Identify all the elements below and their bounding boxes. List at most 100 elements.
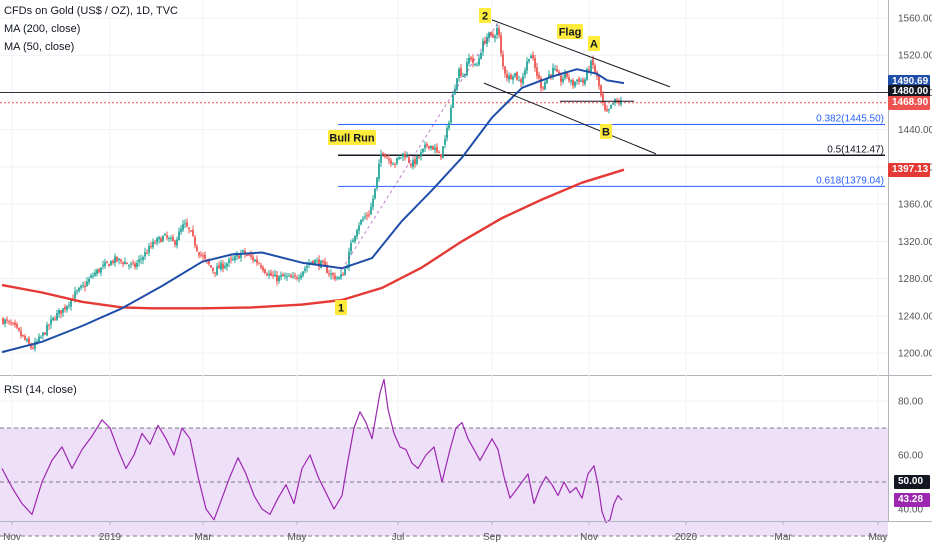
candle-body xyxy=(300,275,302,279)
candle-body xyxy=(482,40,484,53)
rsi-line xyxy=(1,378,623,524)
candle-body xyxy=(554,68,556,70)
candle-body xyxy=(344,268,346,275)
candle-body xyxy=(442,146,444,159)
candle-body xyxy=(532,54,534,59)
candle-body xyxy=(274,274,276,277)
candle-body xyxy=(348,251,350,268)
candle-body xyxy=(18,327,20,331)
candle-body xyxy=(406,156,408,158)
candle-body xyxy=(110,261,112,266)
candle-body xyxy=(196,246,198,251)
candle-body xyxy=(30,344,32,348)
price-tick-label: 1280.00 xyxy=(898,274,932,285)
candle-body xyxy=(56,313,58,320)
candle-body xyxy=(96,269,98,275)
candle-body xyxy=(422,148,424,152)
candle-body xyxy=(412,160,414,167)
candle-body xyxy=(432,145,434,150)
candle-body xyxy=(240,252,242,258)
candle-body xyxy=(336,277,338,279)
candle-body xyxy=(202,255,204,257)
candle-body xyxy=(252,256,254,261)
candle-body xyxy=(428,145,430,149)
rsi-legend: RSI (14, close) xyxy=(4,384,77,396)
candle-body xyxy=(146,252,148,254)
candle-body xyxy=(50,319,52,325)
candle-body xyxy=(262,267,264,271)
candle-body xyxy=(296,277,298,279)
candle-body xyxy=(78,287,80,291)
candle-body xyxy=(328,273,330,275)
candle-body xyxy=(104,262,106,267)
candle-body xyxy=(410,163,412,166)
candle-body xyxy=(140,258,142,260)
candle-body xyxy=(290,275,292,278)
candle-body xyxy=(354,235,356,242)
time-tick-label: Mar xyxy=(774,532,792,543)
candle-body xyxy=(306,266,308,268)
candle-body xyxy=(294,275,296,277)
candle-body xyxy=(302,271,304,276)
candle-body xyxy=(20,331,22,336)
candle-body xyxy=(66,306,68,311)
candle-body xyxy=(80,285,82,288)
candle-body xyxy=(76,290,78,292)
candle-body xyxy=(564,71,566,79)
ma200-legend: MA (200, close) xyxy=(4,23,81,35)
candle-body xyxy=(232,258,234,260)
time-tick-label: May xyxy=(288,532,307,543)
candle-body xyxy=(188,227,190,230)
candle-body xyxy=(158,237,160,240)
annotation-box xyxy=(335,300,347,315)
candle-body xyxy=(260,265,262,268)
candle-body xyxy=(358,225,360,231)
candle-body xyxy=(114,256,116,264)
candle-body xyxy=(92,275,94,277)
candle-body xyxy=(116,256,118,262)
annotation-box xyxy=(588,36,600,51)
candle-body xyxy=(108,263,110,267)
candle-body xyxy=(268,273,270,276)
candle-body xyxy=(522,76,524,84)
candle-body xyxy=(150,246,152,248)
candle-body xyxy=(440,154,442,158)
candle-body xyxy=(338,277,340,279)
candle-body xyxy=(154,242,156,244)
rsi-badge: 50.00 xyxy=(894,475,930,489)
annotation-label: Flag xyxy=(559,27,582,39)
candle-body xyxy=(562,78,564,82)
candle-body xyxy=(362,218,364,221)
fib-levels: 0.382(1445.50) 0.5(1412.47) 0.618(1379.04) xyxy=(0,92,888,187)
candle-body xyxy=(520,79,522,83)
candle-body xyxy=(142,257,144,261)
candle-body xyxy=(378,163,380,179)
candle-body xyxy=(106,261,108,263)
candle-body xyxy=(304,268,306,271)
candle-body xyxy=(136,263,138,267)
candle-body xyxy=(112,260,114,263)
candle-body xyxy=(208,260,210,265)
candle-body xyxy=(488,32,490,39)
candle-body xyxy=(44,332,46,335)
time-tick-label: Jul xyxy=(392,532,405,543)
annotation-box xyxy=(479,8,491,23)
candle-body xyxy=(560,75,562,83)
candle-body xyxy=(496,27,498,36)
candle-body xyxy=(620,100,622,105)
candle-body xyxy=(288,275,290,277)
candle-body xyxy=(230,258,232,260)
candle-body xyxy=(512,76,514,80)
candle-body xyxy=(492,34,494,38)
candle-body xyxy=(172,237,174,242)
candle-body xyxy=(550,74,552,76)
candle-body xyxy=(316,260,318,262)
candle-body xyxy=(144,252,146,257)
price-tick-label: 1320.00 xyxy=(898,237,932,248)
candle-body xyxy=(446,127,448,139)
rsi-tick-label: 80.00 xyxy=(898,397,923,408)
ma50-line xyxy=(1,68,625,354)
candle-body xyxy=(334,275,336,280)
